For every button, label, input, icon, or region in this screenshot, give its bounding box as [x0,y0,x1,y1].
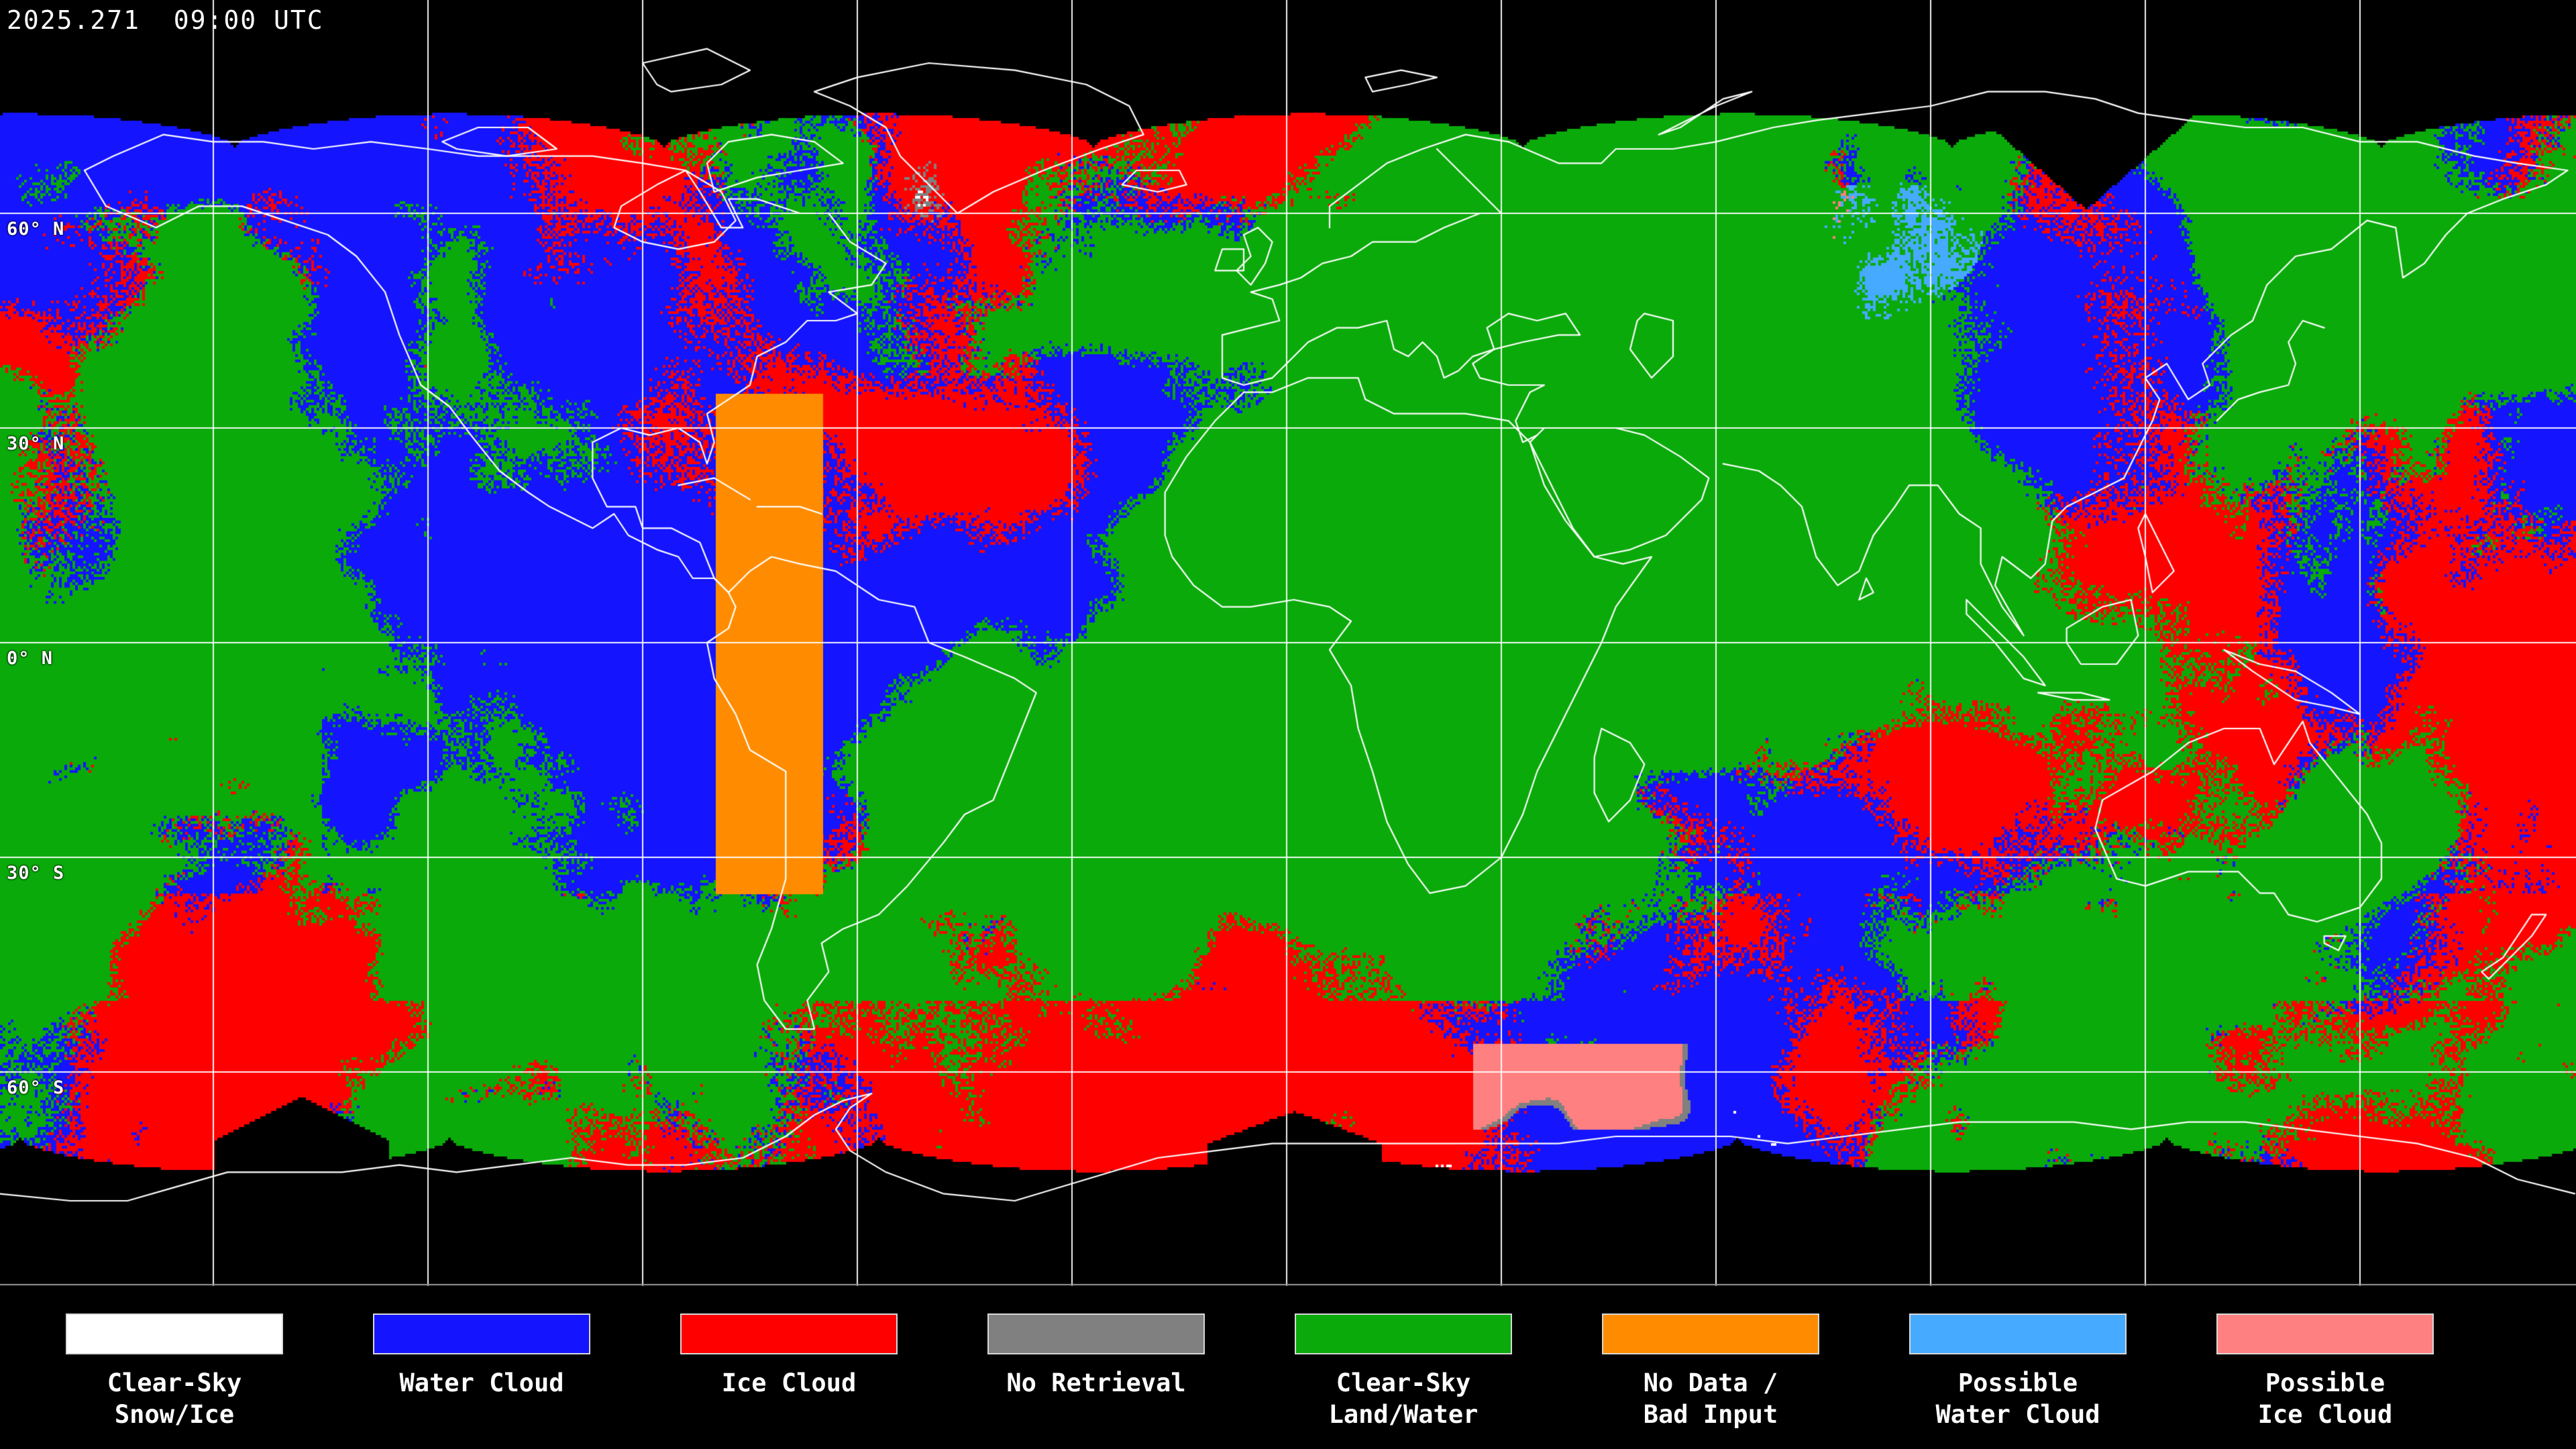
legend-label-line: Ice Cloud [721,1368,857,1397]
legend-label-clear_sky_snow_ice: Clear-Sky Snow/Ice [21,1367,328,1430]
lat-label-60: 60° N [7,218,65,239]
legend-label-line: Possible [1957,1368,2078,1397]
lat-label-s30: 30° S [7,863,65,883]
legend-swatch-clear_sky_land_water [1295,1313,1512,1354]
legend-label-possible_ice_cloud: Possible Ice Cloud [2171,1367,2479,1430]
legend-swatch-water_cloud [373,1313,590,1354]
legend-label-line: Clear-Sky [1336,1368,1471,1397]
legend-label-line: Clear-Sky [107,1368,242,1397]
legend-swatch-clear_sky_snow_ice [66,1313,283,1354]
legend-label-line: Snow/Ice [114,1400,235,1429]
legend-label-line: Possible [2265,1368,2385,1397]
legend-label-line: Land/Water [1328,1400,1479,1429]
legend-label-line: Water Cloud [1935,1400,2100,1429]
legend-label-line: No Retrieval [1006,1368,1186,1397]
legend-label-possible_water_cloud: Possible Water Cloud [1864,1367,2171,1430]
legend-label-line: Water Cloud [399,1368,564,1397]
timestamp: 2025.271 09:00 UTC [7,5,324,35]
legend-swatch-possible_water_cloud [1909,1313,2127,1354]
legend-label-clear_sky_land_water: Clear-Sky Land/Water [1250,1367,1557,1430]
lat-label-s60: 60° S [7,1077,65,1098]
legend-swatch-no_retrieval [987,1313,1205,1354]
legend-label-water_cloud: Water Cloud [328,1367,635,1399]
legend-swatch-ice_cloud [680,1313,898,1354]
legend-label-no_retrieval: No Retrieval [943,1367,1250,1399]
legend-label-ice_cloud: Ice Cloud [635,1367,943,1399]
legend-swatch-possible_ice_cloud [2216,1313,2434,1354]
legend-label-no_data_bad_input: No Data / Bad Input [1557,1367,1864,1430]
legend-label-line: Ice Cloud [2257,1400,2393,1429]
lat-label-0: 0° N [7,648,54,669]
legend-label-line: Bad Input [1643,1400,1778,1429]
legend-label-line: No Data / [1643,1368,1778,1397]
lat-label-30: 30° N [7,433,65,454]
legend-swatch-no_data_bad_input [1602,1313,1819,1354]
